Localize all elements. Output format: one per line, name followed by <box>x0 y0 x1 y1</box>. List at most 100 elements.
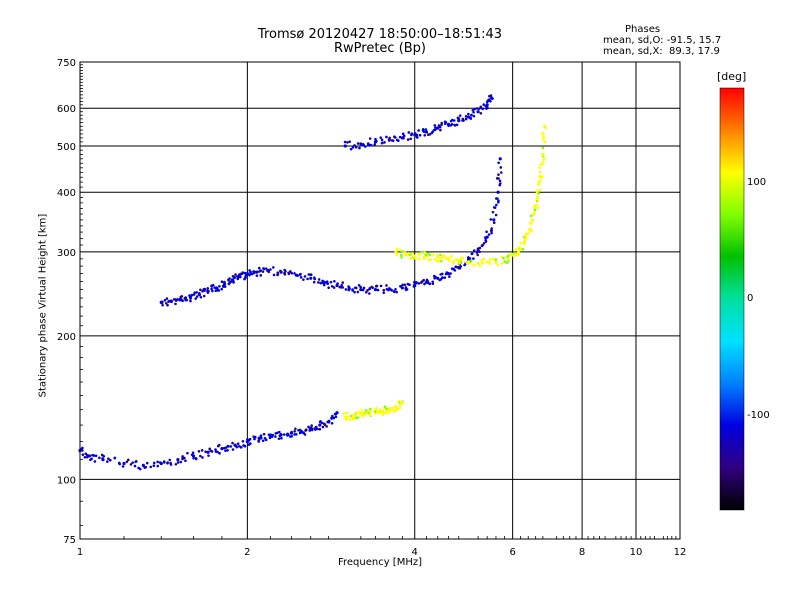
data-point-interp <box>531 218 535 222</box>
data-point-interp <box>453 124 457 127</box>
chart-title: Tromsø 20120427 18:50:00–18:51:43 <box>257 27 503 42</box>
data-point-interp <box>366 289 369 292</box>
y-axis-ticks: 75 100 200 300 400 500 600 750 <box>57 58 83 546</box>
data-point-interp <box>312 280 316 284</box>
data-point-interp <box>406 138 410 141</box>
data-point-interp <box>380 138 384 142</box>
data-point-interp <box>395 252 399 255</box>
data-point-interp <box>395 407 399 410</box>
data-point-interp <box>351 289 354 292</box>
data-point-interp <box>149 465 153 469</box>
data-point-interp <box>167 299 171 303</box>
data-point-interp <box>408 283 411 287</box>
data-point-interp <box>541 131 544 135</box>
data-point-interp <box>495 203 498 207</box>
data-point <box>279 270 283 274</box>
data-point-interp <box>444 272 448 276</box>
data-point-interp <box>375 139 378 143</box>
data-point-interp <box>519 241 523 245</box>
data-point-interp <box>463 263 466 267</box>
data-point-interp <box>432 253 435 256</box>
data-point-interp <box>195 295 199 298</box>
data-point-interp <box>224 449 227 452</box>
data-point-interp <box>81 453 85 456</box>
data-point-interp <box>92 454 96 457</box>
data-point-interp <box>419 281 423 284</box>
data-point-interp <box>283 273 287 276</box>
data-point <box>318 423 322 427</box>
data-point-interp <box>192 456 195 460</box>
data-point-interp <box>361 288 365 292</box>
data-point-interp <box>539 163 542 166</box>
data-point-interp <box>476 262 479 265</box>
data-point-interp <box>190 293 194 297</box>
data-point-interp <box>385 135 388 139</box>
data-point-interp <box>296 274 299 277</box>
data-point-interp <box>344 418 348 421</box>
data-point-interp <box>375 284 379 288</box>
data-point-interp <box>499 171 503 174</box>
data-point-interp <box>513 251 516 255</box>
data-point <box>413 133 417 137</box>
data-point-interp <box>217 443 221 447</box>
data-point-interp <box>533 205 537 208</box>
data-point-interp <box>98 456 101 460</box>
data-point-interp <box>90 457 93 461</box>
data-point-interp <box>392 410 396 413</box>
data-point-interp <box>220 287 223 291</box>
data-point-interp <box>336 282 339 285</box>
data-point-interp <box>257 266 261 270</box>
data-point-interp <box>434 128 437 131</box>
data-point-interp <box>346 411 349 415</box>
data-point-interp <box>464 115 468 118</box>
data-point-interp <box>450 118 454 122</box>
data-point-interp <box>304 428 308 431</box>
data-point-interp <box>490 231 493 235</box>
data-point-interp <box>239 446 243 449</box>
data-point-interp <box>478 250 481 254</box>
data-point-interp <box>418 253 421 257</box>
data-point-interp <box>388 407 391 410</box>
data-point <box>400 286 404 290</box>
data-point <box>522 240 527 244</box>
data-point <box>289 431 293 435</box>
data-point-interp <box>455 123 459 127</box>
data-point-interp <box>284 270 287 273</box>
data-point-interp <box>391 139 395 142</box>
data-point-interp <box>376 288 380 292</box>
data-point-interp <box>494 213 498 217</box>
data-point-interp <box>211 289 214 293</box>
data-point-interp <box>203 287 207 291</box>
data-point-interp <box>481 107 484 111</box>
data-point-interp <box>408 257 412 260</box>
data-point-interp <box>117 461 121 465</box>
data-point <box>436 126 440 130</box>
data-point-interp <box>252 270 255 273</box>
data-point-interp <box>478 246 482 250</box>
data-point-interp <box>179 460 183 464</box>
data-point-interp <box>459 260 463 264</box>
data-point-interp <box>236 442 240 446</box>
data-point-interp <box>199 295 203 299</box>
data-point-interp <box>487 233 491 236</box>
data-point-interp <box>191 451 195 455</box>
data-point-interp <box>369 413 373 417</box>
data-point-interp <box>488 262 492 265</box>
data-point-interp <box>401 250 405 253</box>
data-point-interp <box>433 275 437 279</box>
data-point-interp <box>426 281 430 285</box>
data-point-interp <box>241 271 245 274</box>
data-point <box>159 461 163 466</box>
data-point-interp <box>453 269 457 272</box>
data-point-interp <box>241 439 245 443</box>
data-point-interp <box>369 410 373 413</box>
data-point-interp <box>450 254 453 258</box>
data-point-interp <box>374 137 377 141</box>
data-point-interp <box>261 439 265 443</box>
data-point-interp <box>489 218 493 221</box>
data-point <box>413 283 417 288</box>
grid-lines <box>80 62 680 539</box>
phases-heading: Phases <box>625 24 661 35</box>
data-point-interp <box>228 277 231 280</box>
data-point-interp <box>249 270 252 274</box>
